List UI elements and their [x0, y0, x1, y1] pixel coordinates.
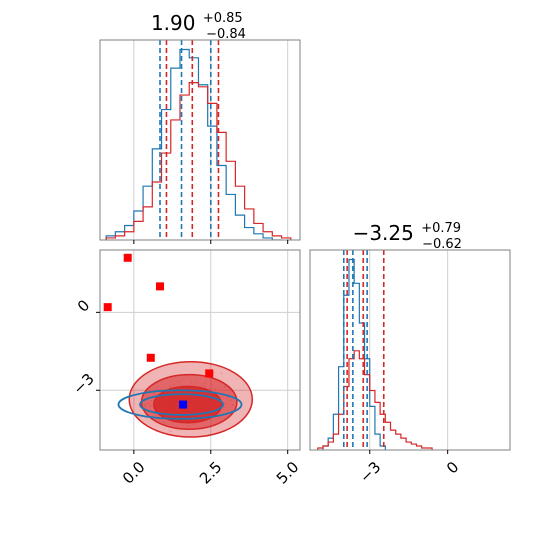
- histogram-series-1: [317, 350, 433, 450]
- title-minus: −0.62: [422, 237, 462, 252]
- y-tick-label: 0: [74, 296, 93, 315]
- title-minus: −0.84: [206, 27, 246, 42]
- panel-title: 1.90 +0.85 −0.84: [151, 3, 249, 42]
- title-plus: +0.85: [203, 11, 243, 26]
- histogram-series-1: [105, 82, 292, 240]
- panel-joint: 0.0 2.5 5.0 −3 0: [69, 249, 303, 488]
- x-tick-label: 0.0: [119, 458, 149, 488]
- x-tick-label: −3: [356, 458, 384, 486]
- title-plus: +0.79: [421, 221, 461, 236]
- red-marker: [146, 353, 155, 362]
- grid: [369, 250, 449, 450]
- title-value: 1.90: [151, 11, 196, 35]
- red-marker: [205, 369, 214, 378]
- axes-frame: [309, 249, 511, 451]
- quantile-lines: [342, 250, 385, 450]
- panel-param1-marginal: 1.90 +0.85 −0.84: [99, 3, 301, 244]
- panel-title: −3.25 +0.79 −0.62: [353, 213, 468, 252]
- histograms: [317, 258, 433, 450]
- axes-frame: [99, 39, 301, 241]
- x-tick-label: 0: [443, 458, 462, 477]
- red-marker: [123, 253, 132, 262]
- scatter-point: [169, 430, 172, 433]
- x-tick-label: 5.0: [273, 458, 303, 488]
- panel-param2-marginal: −3 0 −3.25 +0.79 −0.62: [309, 213, 511, 486]
- red-marker: [156, 282, 164, 291]
- title-value: −3.25: [353, 221, 414, 245]
- x-ticks: −3 0: [356, 450, 462, 486]
- y-tick-label: −3: [69, 370, 97, 398]
- axes-frame: [99, 249, 301, 451]
- scatter-point: [220, 372, 223, 375]
- histograms: [105, 48, 292, 240]
- quantile-lines: [159, 40, 220, 240]
- x-tick-label: 2.5: [196, 458, 226, 488]
- red-marker: [103, 303, 112, 312]
- blue-marker: [179, 400, 188, 409]
- histogram-series-0: [105, 48, 282, 240]
- blue-density-contour: [117, 389, 243, 420]
- joint-content: [103, 253, 254, 438]
- x-ticks: [133, 240, 289, 244]
- blue-density-contour: [139, 393, 224, 416]
